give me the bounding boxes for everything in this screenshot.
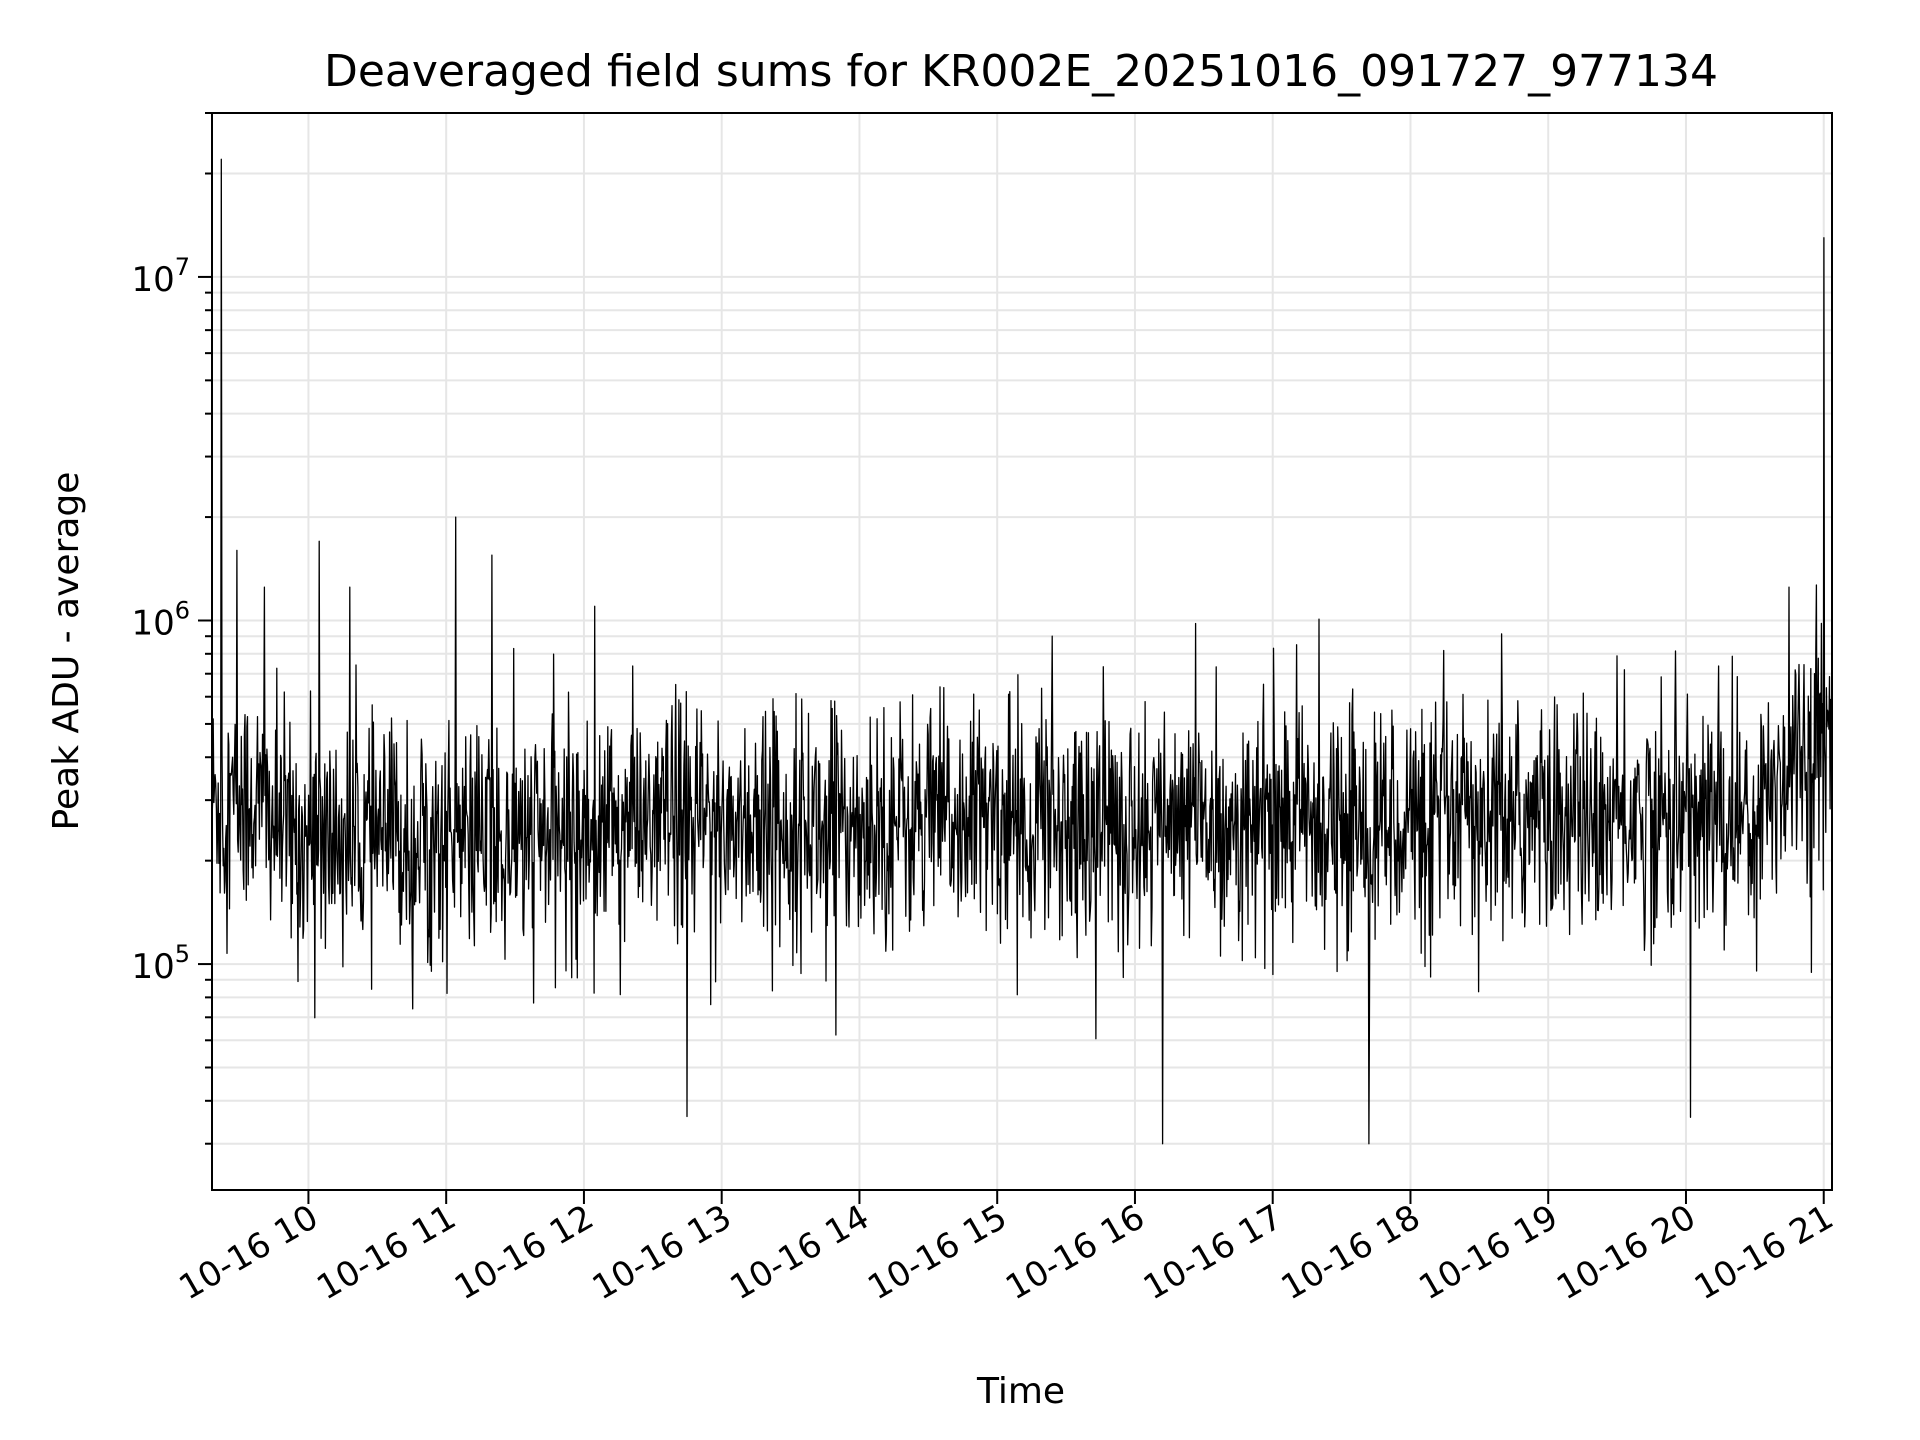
series-line (211, 158, 1833, 1145)
y-tick-label: 105 (131, 940, 190, 987)
y-axis-label: Peak ADU - average (46, 472, 87, 831)
chart-title: Deaveraged field sums for KR002E_2025101… (324, 46, 1718, 97)
plot-frame (211, 112, 1833, 1191)
y-tick-label: 107 (131, 253, 190, 300)
y-tick-label: 106 (131, 597, 190, 644)
x-axis-label: Time (976, 1371, 1065, 1412)
series-layer (211, 158, 1833, 1145)
y-axis: 105 106 107 (131, 112, 212, 1145)
